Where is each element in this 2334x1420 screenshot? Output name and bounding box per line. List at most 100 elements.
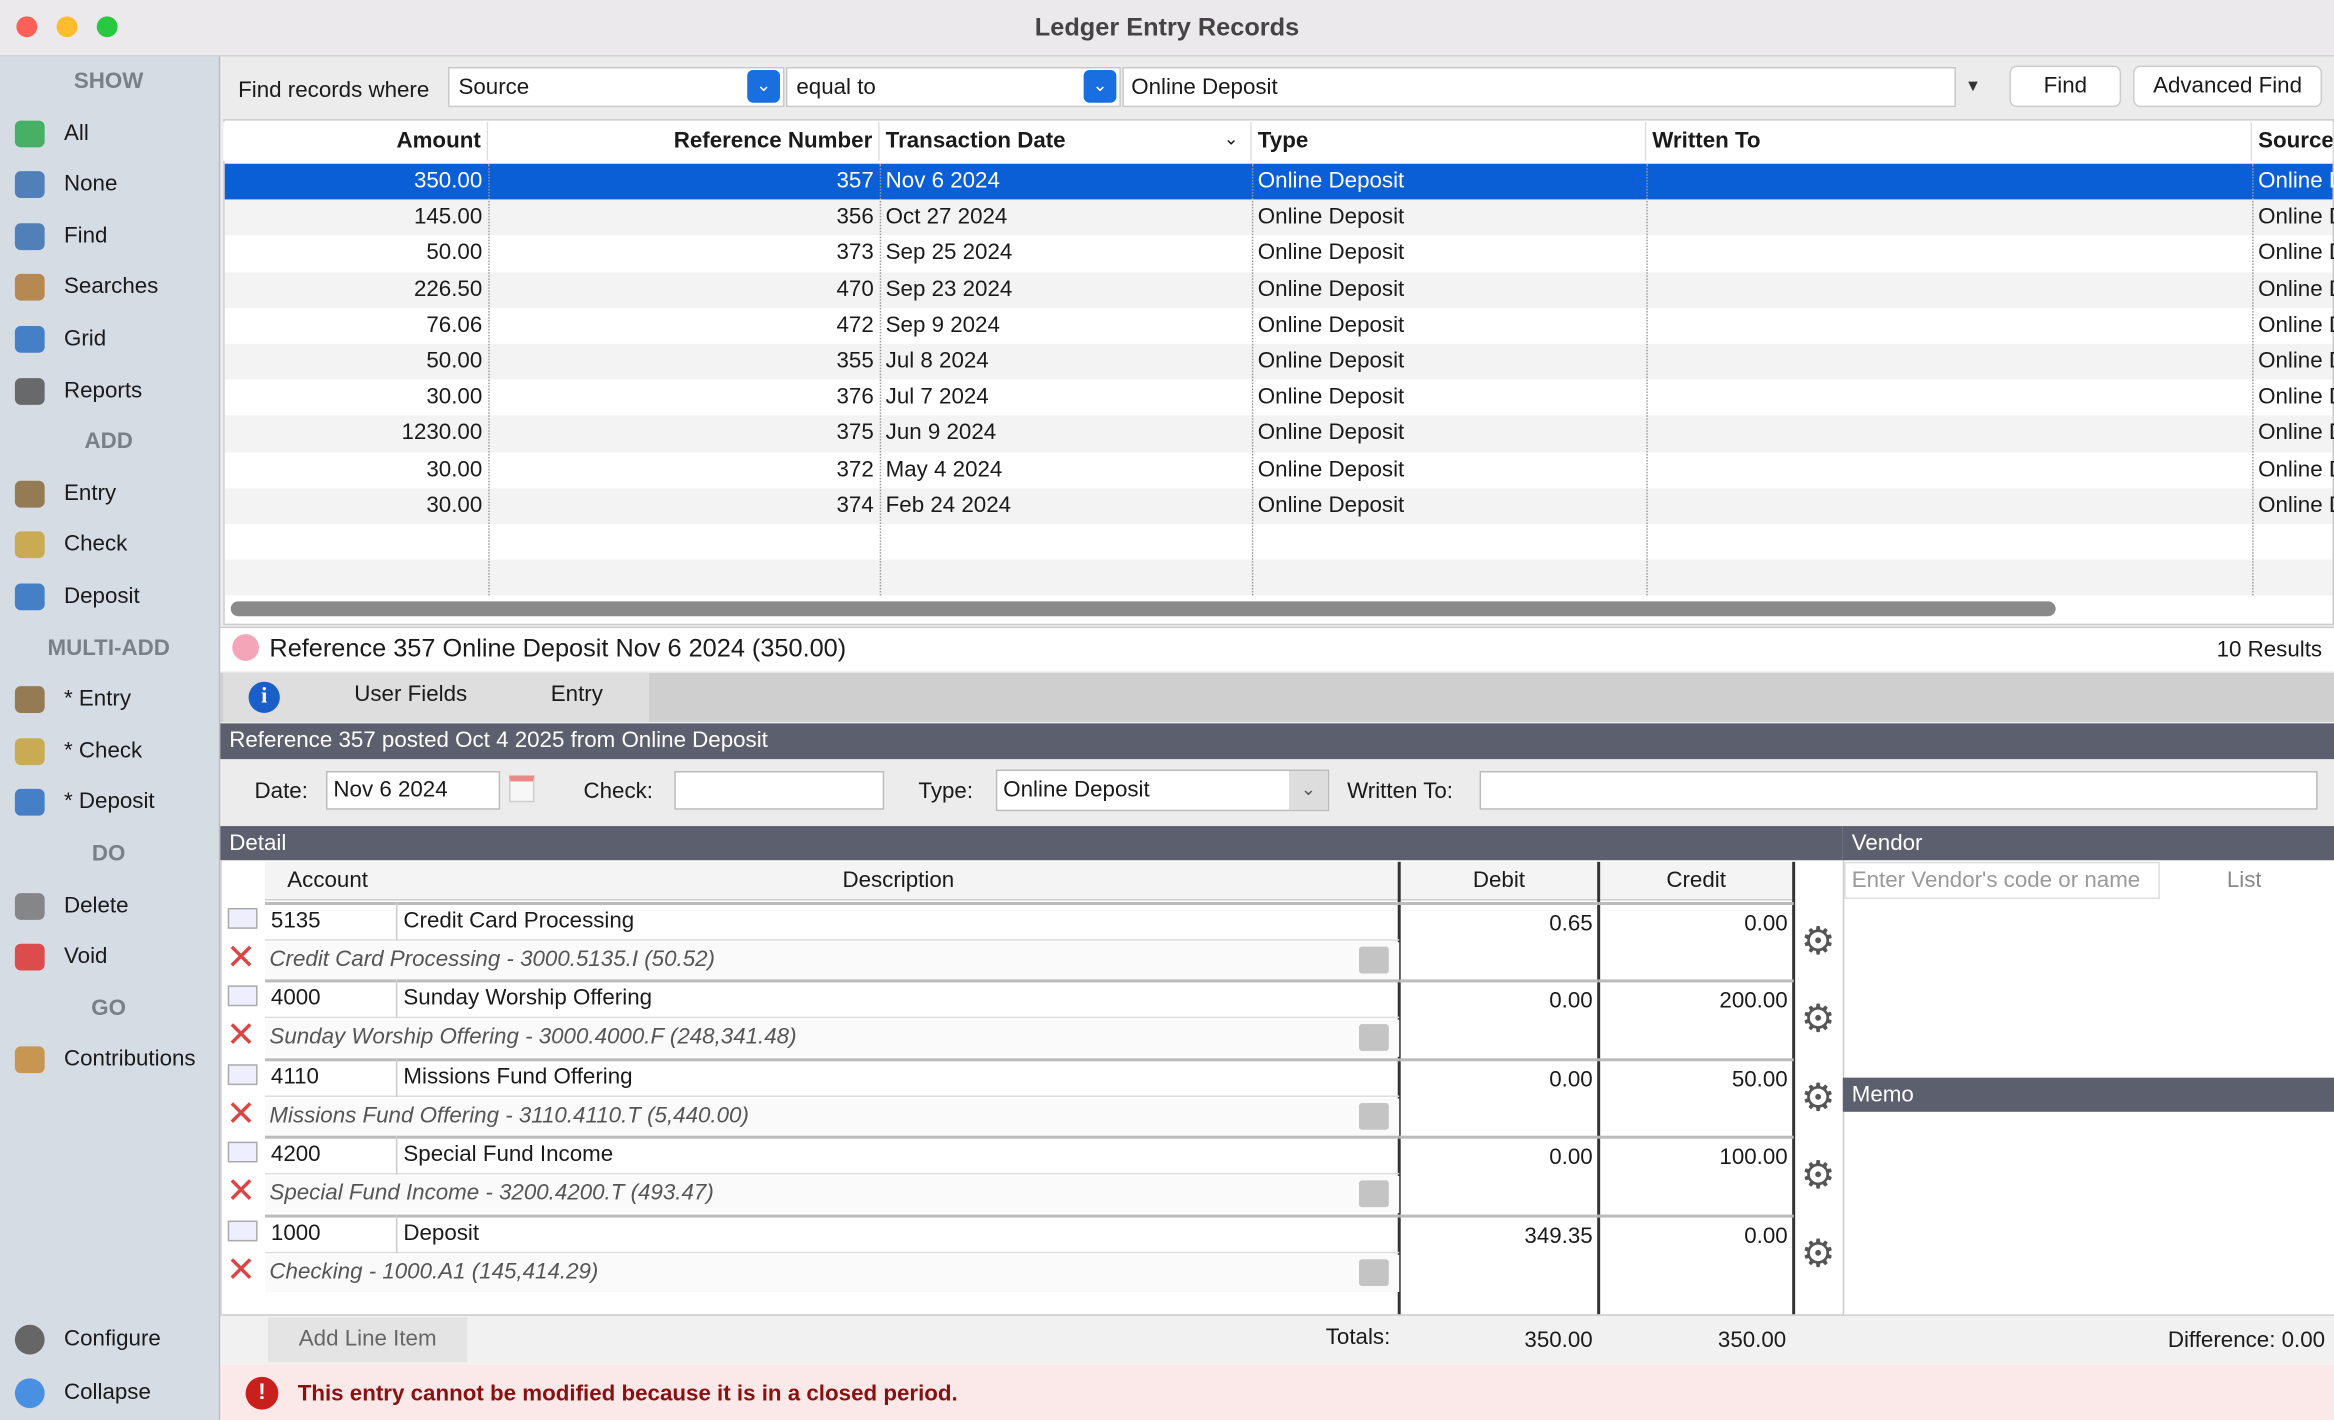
info-button[interactable]: i [248, 681, 280, 713]
tab-strip [223, 672, 649, 722]
vendor-input[interactable]: Enter Vendor's code or name [1844, 861, 2160, 900]
table-row[interactable] [224, 163, 2333, 200]
debit-cell[interactable]: 0.65 [1399, 902, 1599, 941]
column-header[interactable]: Amount [223, 122, 489, 161]
vendor-list-button[interactable]: List [2226, 867, 2262, 894]
line-settings[interactable]: ⚙ [1800, 921, 1836, 962]
operator-select[interactable]: equal to [785, 66, 1121, 108]
description-cell[interactable]: Credit Card Processing [403, 907, 635, 934]
line-notes-icon[interactable] [227, 985, 258, 1007]
zoom-button[interactable] [96, 16, 118, 38]
column-header[interactable]: Source [2252, 122, 2334, 161]
sidebar-item[interactable]: Searches [64, 274, 159, 300]
sidebar-item[interactable]: Reports [64, 377, 143, 403]
delete-line-icon[interactable]: ✕ [226, 942, 257, 975]
detail-column-header[interactable]: Account [264, 861, 398, 901]
credit-cell[interactable]: 200.00 [1598, 979, 1794, 1019]
table-row[interactable] [224, 271, 2333, 308]
sidebar-item[interactable]: Entry [64, 480, 117, 506]
table-cell: Online Deposit [2258, 168, 2334, 194]
line-notes-icon[interactable] [227, 1063, 258, 1085]
sidebar-item[interactable]: * Deposit [64, 789, 155, 815]
table-row[interactable] [224, 343, 2333, 380]
sidebar-item[interactable]: Check [64, 531, 128, 558]
date-input[interactable]: Nov 6 2024 [325, 771, 501, 810]
find-button[interactable]: Advanced Find [2133, 65, 2323, 108]
table-row[interactable] [224, 415, 2333, 452]
tab[interactable]: User Fields [354, 683, 468, 708]
sidebar-item[interactable]: * Check [64, 737, 143, 764]
column-header[interactable]: Reference Number [488, 122, 880, 161]
type-select[interactable]: Online Deposit [995, 769, 1330, 812]
description-cell[interactable]: Sunday Worship Offering [403, 985, 653, 1012]
table-row[interactable] [224, 379, 2333, 416]
line-notes-icon[interactable] [227, 907, 258, 929]
sidebar-item[interactable]: Void [64, 943, 108, 970]
debit-cell[interactable]: 349.35 [1399, 1213, 1599, 1253]
sidebar-icon [14, 892, 45, 920]
sidebar-item[interactable]: All [64, 119, 89, 146]
debit-cell[interactable]: 0.00 [1399, 1057, 1599, 1097]
add-line-button[interactable]: Add Line Item [267, 1317, 468, 1362]
description-cell[interactable]: Missions Fund Offering [403, 1063, 633, 1090]
delete-line-icon[interactable]: ✕ [226, 1098, 257, 1131]
line-settings[interactable]: ⚙ [1800, 1155, 1836, 1196]
sidebar-item[interactable]: Deposit [64, 583, 140, 609]
table-row[interactable] [224, 451, 2333, 488]
table-cell: Online Deposit [2258, 204, 2334, 230]
account-cell[interactable]: 4110 [265, 1057, 398, 1097]
sidebar-item[interactable]: Contributions [64, 1046, 196, 1073]
table-row[interactable] [224, 487, 2333, 524]
column-header[interactable]: Transaction Date [879, 122, 1252, 161]
delete-line-icon[interactable]: ✕ [226, 1020, 257, 1053]
column-divider [1251, 163, 1254, 596]
credit-cell[interactable]: 50.00 [1598, 1057, 1794, 1097]
debit-cell[interactable]: 0.00 [1399, 979, 1599, 1019]
line-settings[interactable]: ⚙ [1800, 1233, 1836, 1274]
line-notes-icon[interactable] [227, 1141, 258, 1163]
debit-cell[interactable]: 0.00 [1399, 1135, 1599, 1175]
credit-cell[interactable]: 0.00 [1598, 1213, 1794, 1253]
line-notes-icon[interactable] [227, 1219, 258, 1241]
description-cell[interactable]: Deposit [403, 1219, 480, 1246]
memo-area[interactable] [1842, 1111, 2334, 1315]
account-cell[interactable]: 5135 [265, 902, 398, 941]
sidebar-item[interactable]: None [64, 171, 118, 197]
detail-column-header[interactable]: Credit [1598, 861, 1794, 901]
column-header[interactable]: Written To [1646, 122, 2253, 161]
account-cell[interactable]: 4200 [265, 1135, 398, 1175]
calendar-icon[interactable] [509, 775, 535, 803]
sidebar-item[interactable]: * Entry [64, 686, 132, 712]
tab[interactable]: Entry [550, 683, 603, 708]
sidebar-item[interactable]: Grid [64, 325, 107, 352]
find-button[interactable]: Find [2009, 65, 2122, 108]
check-input[interactable] [674, 771, 885, 810]
written-to-input[interactable] [1479, 771, 2318, 810]
value-input[interactable]: Online Deposit [1122, 66, 1956, 108]
sidebar-footer-item[interactable]: Configure [64, 1326, 161, 1352]
sidebar-footer-item[interactable]: Collapse [64, 1379, 151, 1406]
close-button[interactable] [16, 16, 38, 38]
credit-cell[interactable]: 100.00 [1598, 1135, 1794, 1175]
line-settings[interactable]: ⚙ [1800, 999, 1836, 1040]
line-settings[interactable]: ⚙ [1800, 1077, 1836, 1118]
column-header[interactable]: Type [1251, 122, 1647, 161]
table-row[interactable] [224, 199, 2333, 236]
posted-banner: Reference 357 posted Oct 4 2025 from Onl… [220, 723, 2334, 760]
description-cell[interactable]: Special Fund Income [403, 1141, 614, 1168]
detail-column-header[interactable]: Description [397, 861, 1400, 901]
sidebar-item[interactable]: Find [64, 222, 108, 249]
sidebar-item[interactable]: Delete [64, 892, 129, 918]
table-row[interactable] [224, 235, 2333, 272]
account-cell[interactable]: 4000 [265, 979, 398, 1019]
field-select[interactable]: Source [448, 66, 785, 108]
table-cell: 357 [836, 168, 874, 194]
credit-cell[interactable]: 0.00 [1598, 902, 1794, 941]
detail-column-header[interactable]: Debit [1399, 861, 1599, 901]
delete-line-icon[interactable]: ✕ [226, 1254, 257, 1287]
table-row[interactable] [224, 307, 2333, 344]
minimize-button[interactable] [56, 16, 78, 38]
account-cell[interactable]: 1000 [265, 1213, 398, 1253]
delete-line-icon[interactable]: ✕ [226, 1176, 257, 1209]
